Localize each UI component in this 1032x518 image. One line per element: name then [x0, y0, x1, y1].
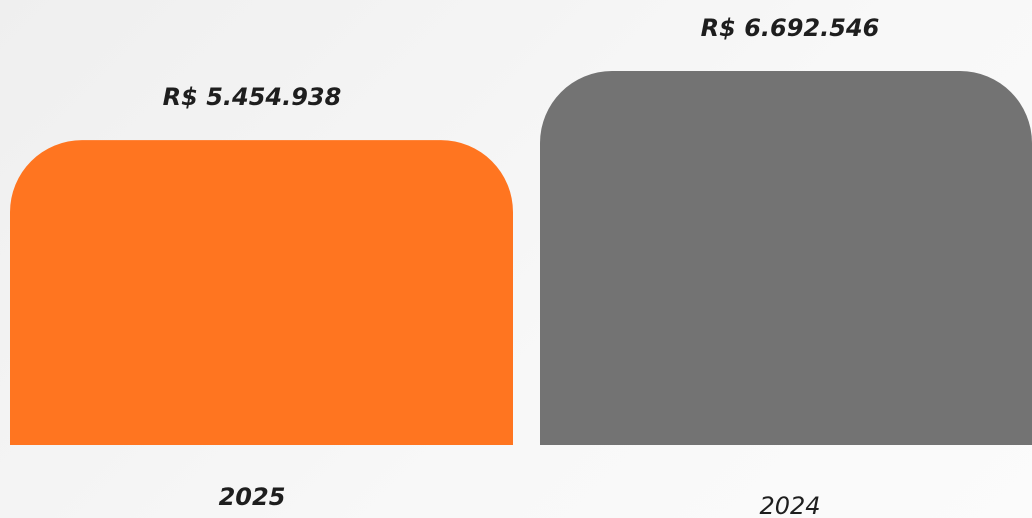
value-label: R$ 6.692.546	[701, 14, 880, 42]
value-label: R$ 5.454.938	[163, 83, 342, 111]
category-label: 2024	[759, 492, 820, 518]
category-label: 2025	[219, 483, 286, 511]
bar	[540, 71, 1032, 445]
bar	[10, 140, 513, 446]
